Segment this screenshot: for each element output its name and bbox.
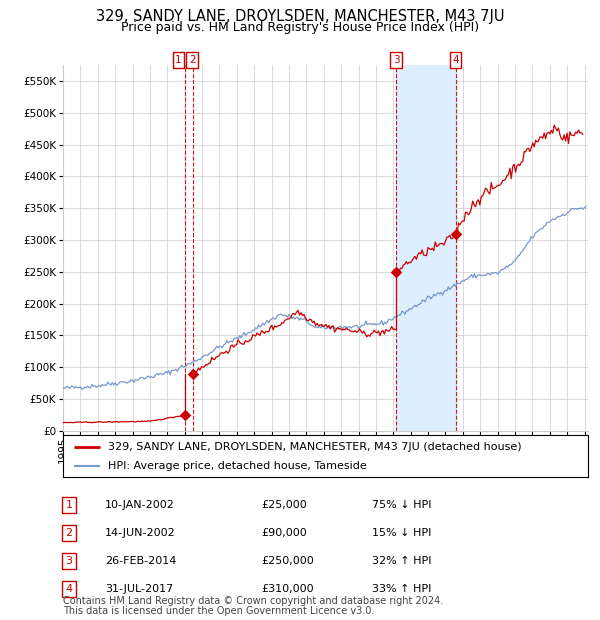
Text: HPI: Average price, detached house, Tameside: HPI: Average price, detached house, Tame… xyxy=(107,461,367,471)
Text: 26-FEB-2014: 26-FEB-2014 xyxy=(105,556,176,566)
Text: 33% ↑ HPI: 33% ↑ HPI xyxy=(372,584,431,594)
Text: 1: 1 xyxy=(175,55,182,65)
Text: £250,000: £250,000 xyxy=(261,556,314,566)
Text: Price paid vs. HM Land Registry's House Price Index (HPI): Price paid vs. HM Land Registry's House … xyxy=(121,21,479,34)
Text: 3: 3 xyxy=(65,556,73,566)
Text: 2: 2 xyxy=(189,55,196,65)
Text: 1: 1 xyxy=(65,500,73,510)
Text: 32% ↑ HPI: 32% ↑ HPI xyxy=(372,556,431,566)
Point xyxy=(391,267,401,277)
Text: Contains HM Land Registry data © Crown copyright and database right 2024.: Contains HM Land Registry data © Crown c… xyxy=(63,596,443,606)
Text: £25,000: £25,000 xyxy=(261,500,307,510)
Text: 10-JAN-2002: 10-JAN-2002 xyxy=(105,500,175,510)
Text: 4: 4 xyxy=(65,584,73,594)
Point xyxy=(451,229,460,239)
Text: £90,000: £90,000 xyxy=(261,528,307,538)
Text: 31-JUL-2017: 31-JUL-2017 xyxy=(105,584,173,594)
Text: 3: 3 xyxy=(393,55,400,65)
Text: £310,000: £310,000 xyxy=(261,584,314,594)
Text: 14-JUN-2002: 14-JUN-2002 xyxy=(105,528,176,538)
Point xyxy=(188,369,197,379)
Text: 75% ↓ HPI: 75% ↓ HPI xyxy=(372,500,431,510)
Text: 4: 4 xyxy=(452,55,459,65)
Point xyxy=(181,410,190,420)
Text: 15% ↓ HPI: 15% ↓ HPI xyxy=(372,528,431,538)
Text: 329, SANDY LANE, DROYLSDEN, MANCHESTER, M43 7JU (detached house): 329, SANDY LANE, DROYLSDEN, MANCHESTER, … xyxy=(107,442,521,452)
Text: This data is licensed under the Open Government Licence v3.0.: This data is licensed under the Open Gov… xyxy=(63,606,374,616)
Text: 2: 2 xyxy=(65,528,73,538)
Bar xyxy=(396,65,455,431)
Text: 329, SANDY LANE, DROYLSDEN, MANCHESTER, M43 7JU: 329, SANDY LANE, DROYLSDEN, MANCHESTER, … xyxy=(96,9,504,24)
